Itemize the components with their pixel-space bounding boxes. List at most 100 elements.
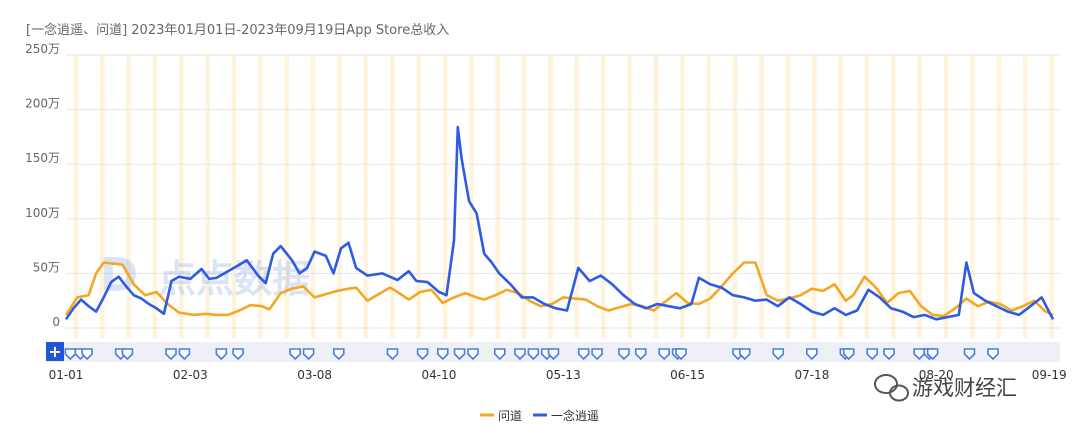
highlight-bands (73, 55, 1054, 338)
highlight-band (891, 55, 896, 338)
event-marker-icon[interactable] (987, 348, 999, 361)
highlight-band (600, 55, 606, 338)
y-tick-label: 150万 (25, 151, 60, 165)
navigator-add-button[interactable] (46, 342, 64, 361)
y-tick-label: 100万 (25, 206, 60, 220)
highlight-band (653, 55, 659, 338)
event-marker-icon[interactable] (591, 348, 603, 361)
highlight-band (521, 55, 527, 338)
highlight-band (389, 55, 395, 338)
event-marker-icon[interactable] (675, 348, 687, 361)
x-tick-label: 02-03 (173, 368, 208, 382)
event-marker-icon[interactable] (514, 348, 526, 361)
event-marker-icon[interactable] (453, 348, 466, 361)
event-marker-icon[interactable] (416, 348, 429, 361)
event-marker-icon[interactable] (883, 348, 895, 361)
event-marker-icon[interactable] (527, 348, 540, 361)
highlight-band (759, 55, 764, 338)
x-tick-label: 06-15 (670, 368, 705, 382)
brand-text: 游戏财经汇 (912, 376, 1017, 400)
highlight-band (258, 55, 263, 338)
navigator-add-icon[interactable]: + (48, 342, 61, 361)
event-marker-icon[interactable] (302, 348, 315, 361)
highlight-band (706, 55, 711, 338)
event-markers[interactable] (64, 348, 999, 361)
legend[interactable]: 问道 一念逍遥 (480, 408, 599, 423)
y-tick-label: 50万 (33, 260, 60, 274)
highlight-band (548, 55, 553, 338)
event-marker-icon[interactable] (842, 348, 855, 361)
highlight-band (310, 55, 316, 338)
event-marker-icon[interactable] (618, 348, 630, 361)
x-axis: 01-01 02-03 03-08 04-10 05-13 06-15 07-18 08-20… (49, 368, 1067, 382)
watermark-text: 点点数据 (158, 257, 310, 301)
highlight-band (1049, 55, 1054, 338)
highlight-band (126, 55, 131, 338)
highlight-band (917, 55, 922, 338)
y-tick-label: 250万 (25, 42, 60, 56)
x-tick-label: 01-01 (49, 368, 84, 382)
event-marker-icon[interactable] (913, 348, 925, 361)
x-tick-label: 08-20 (919, 368, 954, 382)
event-marker-icon[interactable] (386, 348, 399, 361)
event-marker-icon[interactable] (467, 348, 479, 361)
event-marker-icon[interactable] (738, 348, 751, 361)
y-tick-label: 0 (52, 315, 60, 329)
legend-label[interactable]: 问道 (498, 409, 522, 423)
highlight-band (996, 55, 1002, 338)
highlight-band (680, 55, 685, 338)
event-marker-icon[interactable] (963, 348, 976, 361)
highlight-band (495, 55, 500, 338)
highlight-band (864, 55, 870, 338)
y-tick-label: 200万 (25, 97, 60, 111)
highlight-band (363, 55, 369, 338)
x-tick-label: 03-08 (297, 368, 332, 382)
chart-title: [一念逍遥、问道] 2023年01月01日-2023年09月19日App Sto… (26, 22, 449, 38)
event-marker-icon[interactable] (577, 348, 590, 361)
event-marker-icon[interactable] (806, 348, 818, 361)
x-tick-label: 04-10 (422, 368, 457, 382)
highlight-band (99, 55, 105, 338)
highlight-band (785, 55, 791, 338)
highlight-band (838, 55, 843, 338)
x-tick-label: 09-19 (1032, 368, 1067, 382)
event-marker-icon[interactable] (866, 348, 879, 361)
series-lines (64, 125, 1055, 321)
event-marker-icon[interactable] (215, 348, 228, 361)
highlight-band (231, 55, 237, 338)
event-marker-icon[interactable] (289, 348, 301, 361)
event-marker-icon[interactable] (178, 348, 191, 361)
highlight-band (73, 55, 79, 338)
legend-label[interactable]: 一念逍遥 (551, 408, 599, 423)
series-line-yinianxiaoyao (64, 125, 1055, 321)
event-marker-icon[interactable] (232, 348, 244, 361)
highlight-band (574, 55, 580, 338)
event-marker-icon[interactable] (634, 348, 647, 361)
series-line-wendao (64, 261, 1054, 318)
highlight-band (416, 55, 421, 338)
highlight-band (152, 55, 158, 338)
event-marker-icon[interactable] (121, 348, 134, 361)
event-marker-icon[interactable] (494, 348, 506, 361)
highlight-band (284, 55, 290, 338)
event-marker-icon[interactable] (772, 348, 785, 361)
navigator[interactable]: + (46, 342, 1060, 362)
highlight-band (811, 55, 817, 338)
event-marker-icon[interactable] (165, 348, 177, 361)
event-marker-icon[interactable] (658, 348, 671, 361)
wechat-icon (874, 374, 909, 402)
highlight-band (205, 55, 210, 338)
event-marker-icon[interactable] (436, 348, 449, 361)
event-marker-icon[interactable] (547, 348, 560, 361)
x-tick-label: 05-13 (546, 368, 581, 382)
highlight-band (627, 55, 632, 338)
event-marker-icon[interactable] (64, 348, 77, 361)
highlight-band (179, 55, 184, 338)
highlight-band (442, 55, 448, 338)
event-marker-icon[interactable] (926, 348, 939, 361)
event-marker-icon[interactable] (81, 348, 93, 361)
brand: 游戏财经汇 (874, 374, 1017, 402)
event-marker-icon[interactable] (332, 348, 345, 361)
x-tick-label: 07-18 (794, 368, 829, 382)
